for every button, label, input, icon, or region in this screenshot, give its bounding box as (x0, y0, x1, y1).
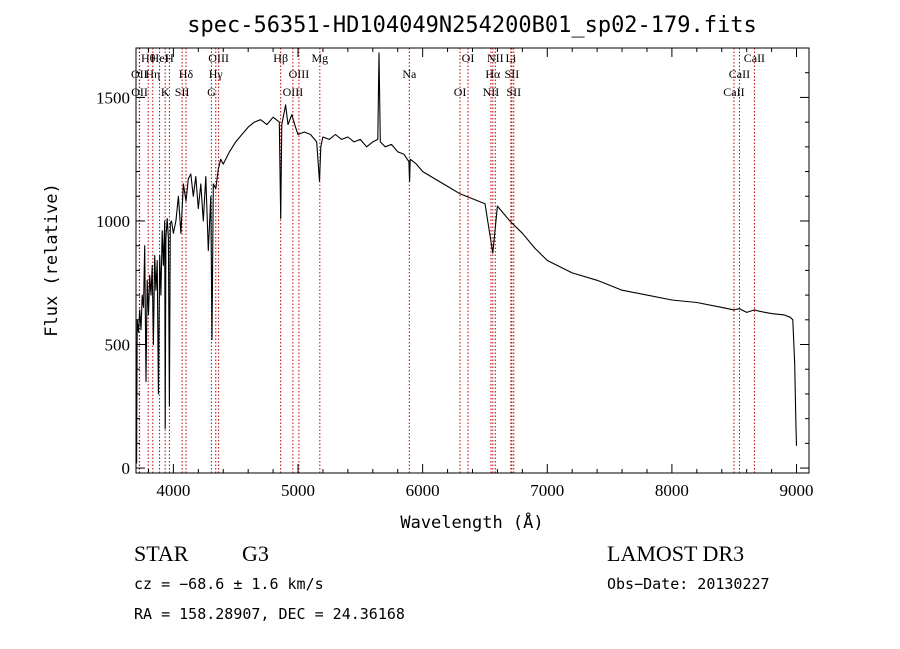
x-tick-label: 9000 (780, 481, 814, 500)
line-marker-label: Li (506, 51, 517, 65)
line-marker-label: SII (505, 67, 520, 81)
obs-date-text: Obs−Date: 20130227 (607, 575, 770, 593)
line-marker-label: SII (175, 85, 190, 99)
y-tick-label: 500 (105, 336, 131, 355)
y-tick-label: 1500 (96, 88, 130, 107)
line-marker-label: G (207, 85, 216, 99)
object-subclass: G3 (242, 541, 269, 566)
x-tick-label: 7000 (530, 481, 564, 500)
line-marker-label: CaII (723, 85, 744, 99)
line-marker-label: NII (483, 85, 500, 99)
x-tick-label: 4000 (156, 481, 190, 500)
x-tick-label: 8000 (655, 481, 689, 500)
line-marker-label: OI (454, 85, 467, 99)
coordinates-text: RA = 158.28907, DEC = 24.36168 (134, 605, 405, 623)
line-marker-label: CaII (729, 67, 750, 81)
axis-ticks: 4000 5000 6000 7000 8000 9000 0 500 1000 1500 (96, 48, 814, 500)
line-marker-label: HeI (151, 51, 169, 65)
x-axis-label: Wavelength (Å) (400, 511, 543, 533)
y-tick-label: 0 (122, 459, 131, 478)
redshift-text: cz = −68.6 ± 1.6 km/s (134, 575, 324, 593)
spectral-line-markers: HθOIIOIIHeIHηKHHδSIIOIIIHγGHβOIIIOIIIMgN… (131, 48, 765, 473)
line-marker-label: Hθ (141, 51, 156, 65)
line-marker-label: OII (131, 85, 148, 99)
line-marker-label: Hβ (273, 51, 288, 65)
line-marker-label: OIII (283, 85, 304, 99)
line-marker-label: Hδ (179, 67, 194, 81)
line-marker-label: Hγ (209, 67, 224, 81)
line-marker-label: NII (487, 51, 504, 65)
line-marker-label: CaII (744, 51, 765, 65)
chart-title: spec-56351-HD104049N254200B01_sp02-179.f… (187, 13, 757, 38)
line-marker-label: OIII (289, 67, 310, 81)
line-marker-label: Na (402, 67, 417, 81)
plot-frame (135, 47, 810, 474)
x-tick-label: 6000 (406, 481, 440, 500)
line-marker-label: Hα (485, 67, 501, 81)
line-marker-label: SII (506, 85, 521, 99)
object-class: STAR (134, 541, 189, 566)
y-axis-label: Flux (relative) (42, 183, 62, 337)
line-marker-label: OI (462, 51, 475, 65)
line-marker-label: OIII (208, 51, 229, 65)
flux-series-line (135, 52, 798, 464)
x-tick-label: 5000 (281, 481, 315, 500)
flux-series-layer (135, 52, 798, 464)
line-marker-label: H (165, 51, 174, 65)
line-marker-label: K (161, 85, 170, 99)
y-tick-label: 1000 (96, 212, 130, 231)
line-marker-label: Hη (145, 67, 160, 81)
line-marker-label: Mg (311, 51, 328, 65)
survey-name: LAMOST DR3 (607, 541, 744, 566)
